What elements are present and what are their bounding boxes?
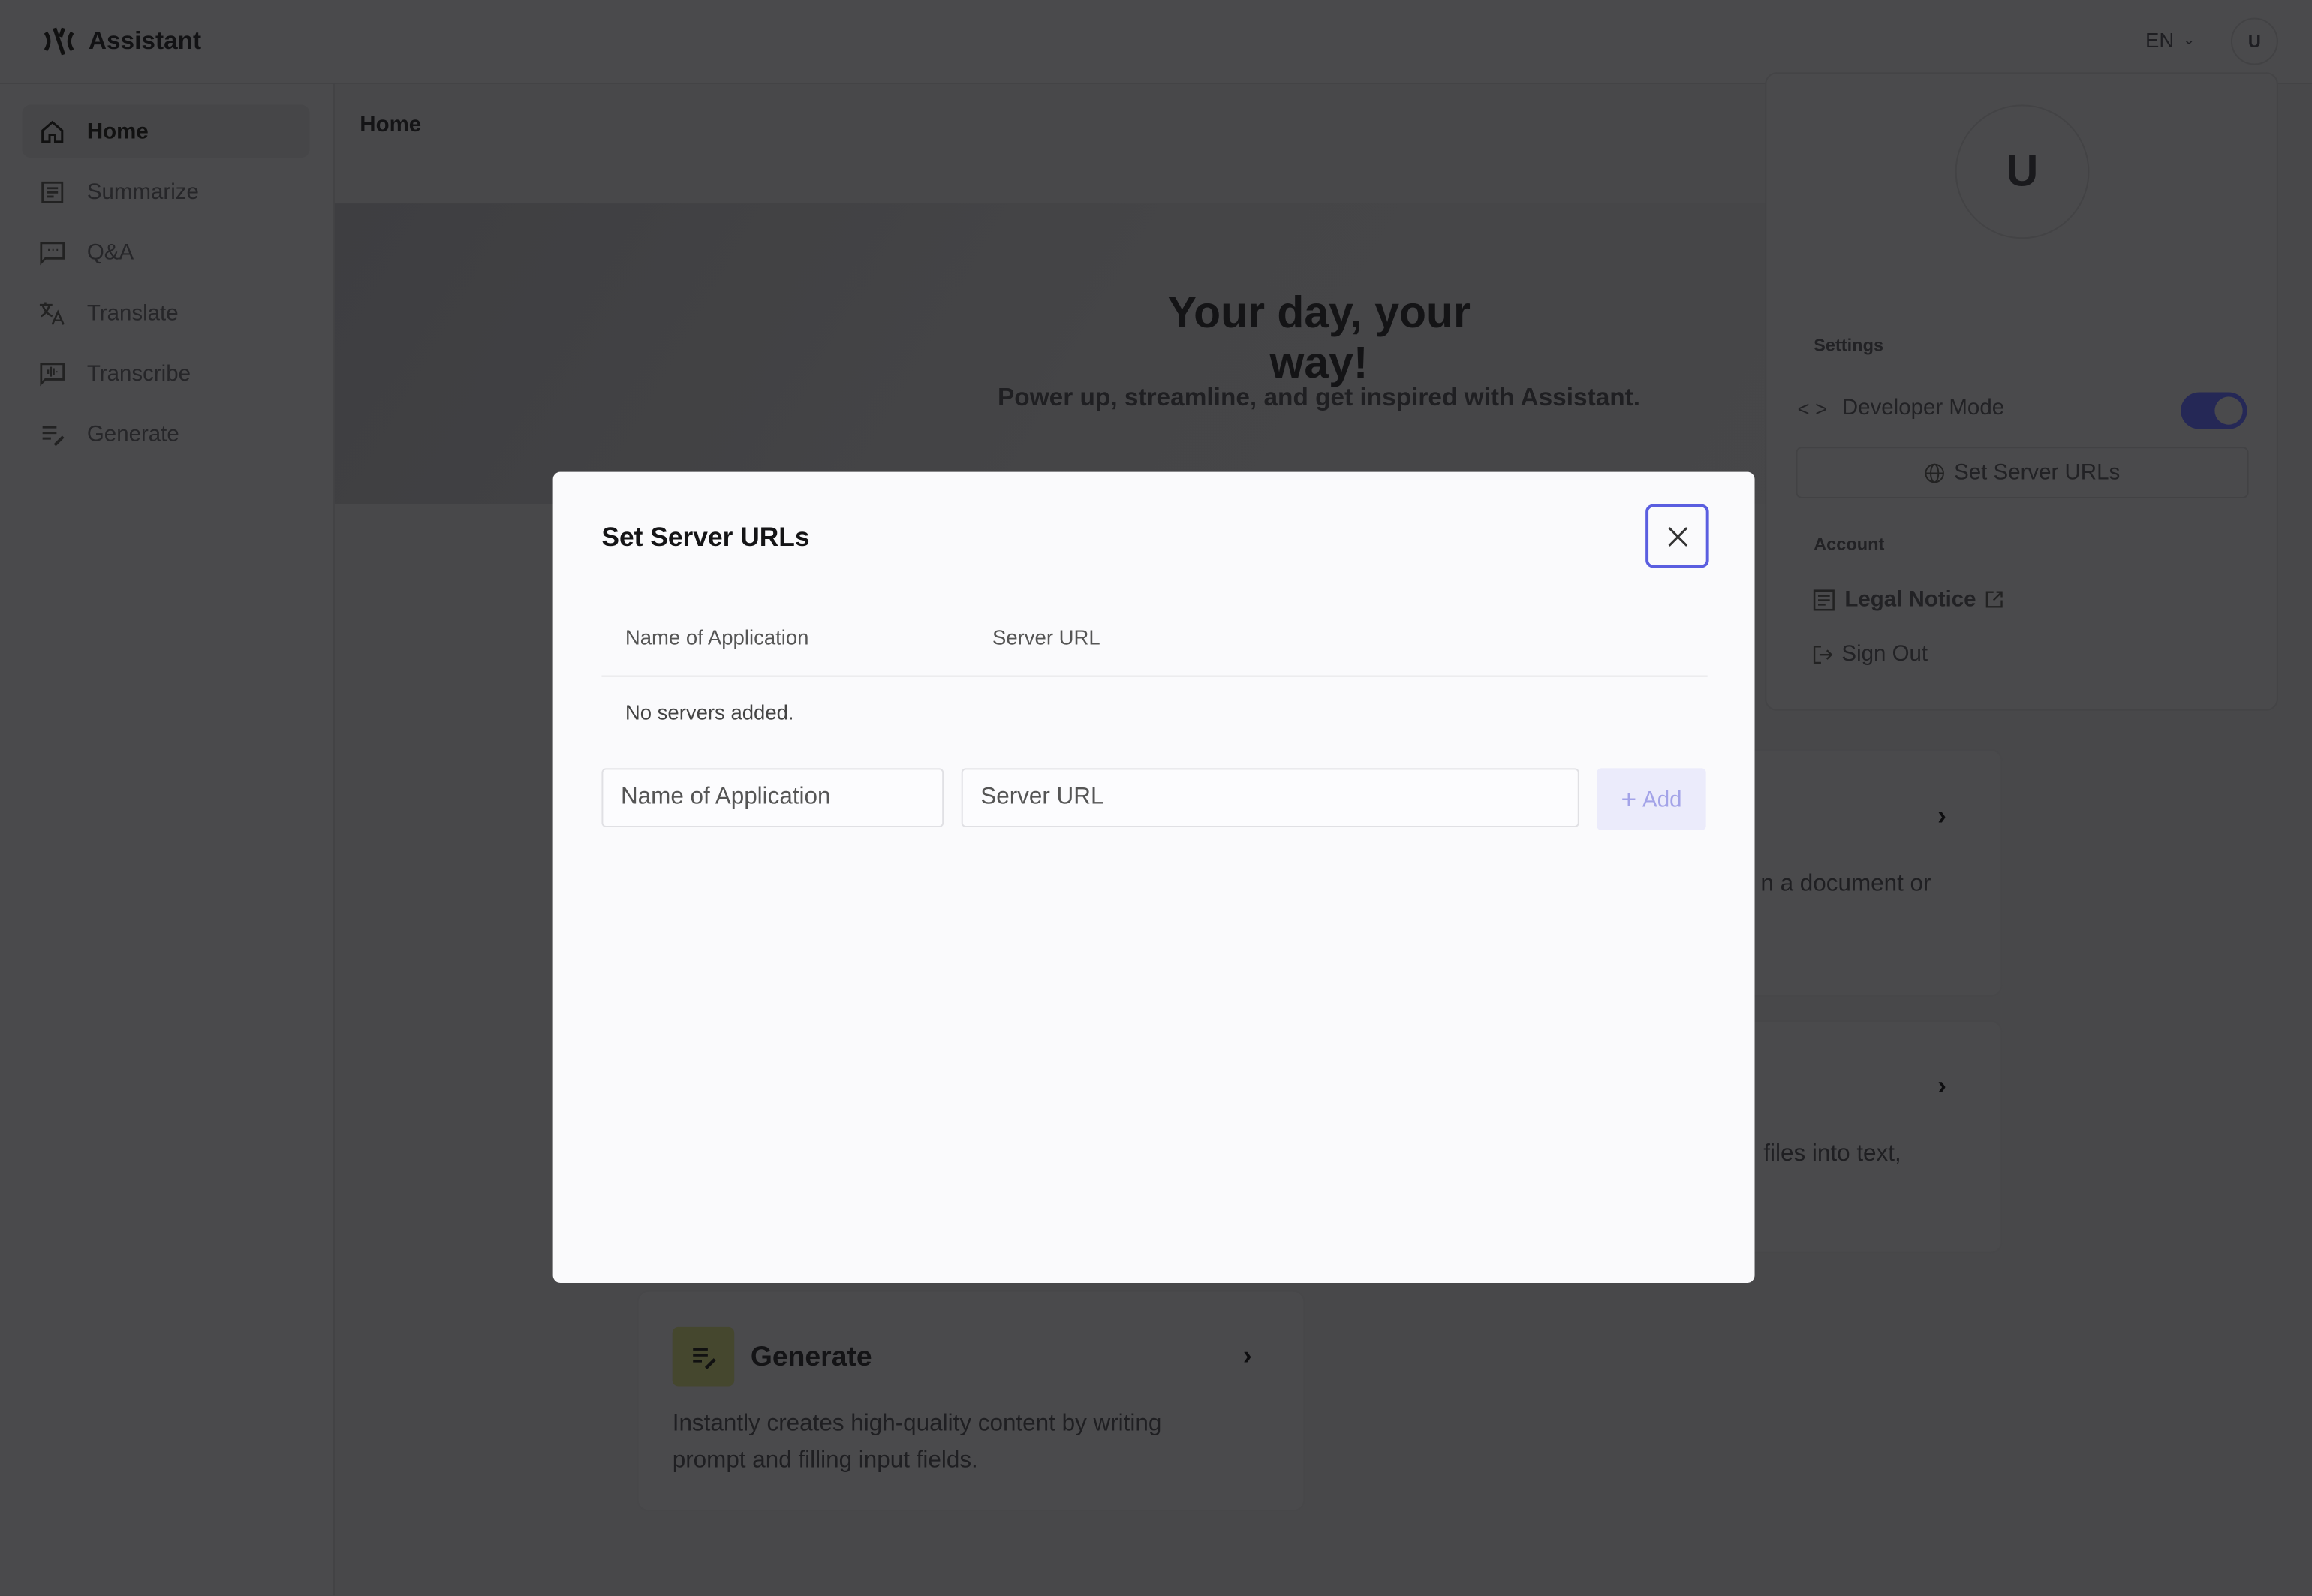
sidebar-item-qa[interactable]: Q&A — [22, 226, 309, 279]
user-menu: U Settings < > Developer Mode Set Server … — [1765, 72, 2278, 711]
document-icon — [41, 180, 64, 203]
sidebar-item-label: Transcribe — [86, 360, 191, 386]
top-bar: Assistant EN ⌄ U — [0, 0, 2312, 84]
dialog-title: Set Server URLs — [601, 522, 810, 552]
developer-mode-row: < > Developer Mode — [1797, 395, 2004, 420]
application-name-input[interactable] — [601, 768, 944, 827]
column-header-name: Name of Application — [625, 625, 809, 649]
sidebar-item-label: Q&A — [86, 239, 134, 265]
hero-title: Your day, your way! — [1167, 289, 1471, 388]
account-heading: Account — [1814, 534, 1885, 555]
translate-icon — [39, 301, 65, 324]
chat-icon — [40, 241, 65, 265]
breadcrumb: Home — [360, 112, 422, 137]
sign-out-button[interactable]: Sign Out — [1812, 641, 1928, 667]
sidebar-item-label: Home — [86, 119, 149, 144]
transcribe-icon — [40, 362, 65, 386]
card-description: Instantly creates high-quality content b… — [672, 1411, 1162, 1474]
code-icon: < > — [1797, 396, 1828, 420]
app-logo[interactable]: Assistant — [41, 23, 201, 59]
generate-card[interactable]: Generate › Instantly creates high-qualit… — [637, 1290, 1305, 1512]
user-avatar-button[interactable]: U — [2230, 17, 2278, 65]
set-server-urls-dialog: Set Server URLs Name of Application Serv… — [552, 471, 1755, 1283]
sidebar-item-label: Summarize — [86, 179, 199, 205]
developer-mode-toggle[interactable] — [2181, 392, 2247, 429]
add-server-button[interactable]: + Add — [1597, 768, 1706, 830]
language-select[interactable]: EN ⌄ — [2145, 28, 2195, 51]
set-server-urls-button[interactable]: Set Server URLs — [1796, 447, 2249, 498]
chevron-right-icon: › — [1242, 1340, 1252, 1370]
sidebar-item-summarize[interactable]: Summarize — [22, 165, 309, 218]
card-description: n a document or — [1760, 871, 1931, 897]
hero-subtitle: Power up, streamline, and get inspired w… — [998, 383, 1641, 412]
sidebar: Home Summarize Q&A Translate Transcribe … — [0, 83, 335, 1596]
plus-icon: + — [1621, 784, 1637, 814]
sign-out-label: Sign Out — [1841, 641, 1928, 667]
language-label: EN — [2145, 28, 2175, 52]
sidebar-item-transcribe[interactable]: Transcribe — [22, 347, 309, 400]
settings-heading: Settings — [1814, 334, 1884, 356]
server-url-input[interactable] — [961, 768, 1579, 827]
external-link-icon — [1986, 591, 2003, 608]
user-avatar: U — [1955, 104, 2090, 239]
sign-out-icon — [1813, 645, 1833, 664]
globe-icon — [1925, 462, 1945, 483]
chevron-right-icon: › — [1937, 800, 1946, 830]
close-button[interactable] — [1645, 504, 1709, 568]
home-icon — [41, 119, 64, 143]
generate-icon — [672, 1326, 735, 1387]
legal-notice-label: Legal Notice — [1844, 586, 1976, 613]
chevron-down-icon: ⌄ — [2183, 32, 2196, 48]
close-icon — [1667, 526, 1687, 546]
sidebar-item-generate[interactable]: Generate — [22, 407, 309, 460]
add-label: Add — [1642, 786, 1682, 812]
set-server-urls-label: Set Server URLs — [1954, 459, 2121, 486]
empty-state-text: No servers added. — [625, 700, 794, 724]
logo-icon — [44, 27, 74, 56]
sidebar-item-translate[interactable]: Translate — [22, 286, 309, 339]
sidebar-item-home[interactable]: Home — [22, 104, 310, 158]
divider — [601, 675, 1708, 677]
chevron-right-icon: › — [1937, 1071, 1946, 1101]
document-icon — [1813, 589, 1835, 610]
legal-notice-link[interactable]: Legal Notice — [1812, 587, 2004, 612]
app-title: Assistant — [88, 26, 202, 55]
developer-mode-label: Developer Mode — [1841, 395, 2005, 420]
sidebar-item-label: Generate — [86, 420, 179, 447]
card-title: Generate — [750, 1342, 872, 1373]
card-description: files into text, — [1763, 1141, 1901, 1167]
column-header-url: Server URL — [992, 625, 1100, 649]
sidebar-item-label: Translate — [86, 300, 179, 326]
generate-icon — [42, 425, 65, 446]
